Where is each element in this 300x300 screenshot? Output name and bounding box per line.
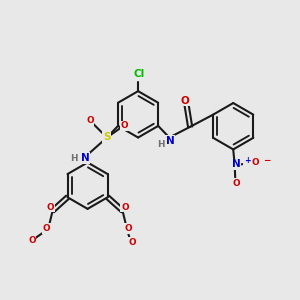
Text: O: O (232, 179, 240, 188)
Text: O: O (128, 238, 136, 247)
Text: O: O (46, 202, 54, 211)
Text: O: O (121, 202, 129, 211)
Text: O: O (252, 158, 260, 167)
Text: −: − (263, 157, 270, 166)
Text: O: O (121, 121, 128, 130)
Text: N: N (81, 153, 90, 163)
Text: O: O (125, 224, 132, 233)
Text: S: S (103, 132, 111, 142)
Text: O: O (86, 116, 94, 125)
Text: Cl: Cl (134, 69, 145, 79)
Text: O: O (180, 96, 189, 106)
Text: O: O (43, 224, 50, 233)
Text: N: N (232, 159, 241, 169)
Text: H: H (70, 154, 78, 164)
Text: O: O (28, 236, 36, 244)
Text: +: + (244, 156, 250, 165)
Text: N: N (166, 136, 174, 146)
Text: H: H (157, 140, 164, 148)
